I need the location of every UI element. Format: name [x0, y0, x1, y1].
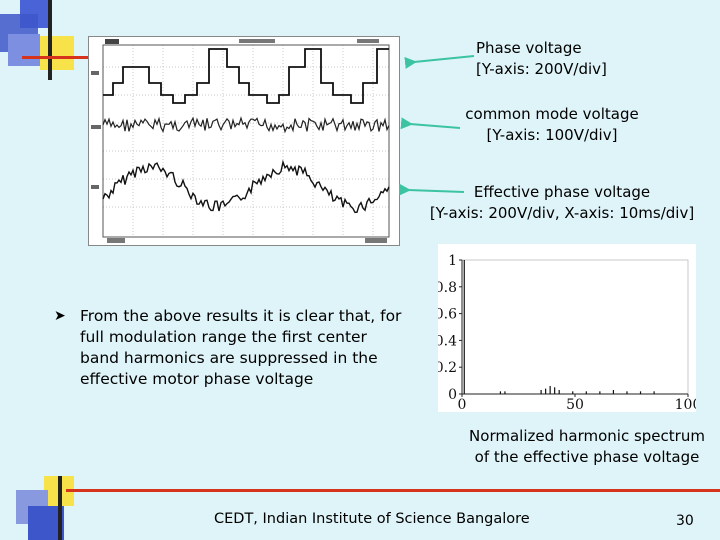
y-tick-label: 0.2 [438, 360, 457, 376]
page-number: 30 [676, 513, 694, 529]
spectrum-caption: Normalized harmonic spectrum of the effe… [469, 427, 705, 466]
y-tick-label: 0.8 [438, 280, 457, 296]
arrow-bullet-icon: ➤ [54, 308, 66, 324]
phase-voltage-label: Phase voltage [Y-axis: 200V/div] [476, 39, 607, 78]
x-tick-label: 100 [675, 397, 696, 412]
x-tick-label: 50 [566, 397, 584, 412]
common-mode-label: common mode voltage [Y-axis: 100V/div] [465, 105, 639, 144]
oscilloscope-waveforms [88, 36, 400, 246]
bullet-text: From the above results it is clear that,… [80, 307, 402, 388]
effective-phase-label: Effective phase voltage [Y-axis: 200V/di… [429, 183, 695, 222]
y-tick-label: 1 [448, 253, 457, 269]
footer-institution: CEDT, Indian Institute of Science Bangal… [214, 511, 530, 527]
footer-divider [66, 489, 720, 492]
y-tick-label: 0.4 [438, 333, 457, 349]
harmonic-spectrum-chart: 1 0.8 0.6 0.4 0.2 00 50 100 [435, 244, 701, 413]
x-tick-label: 0 [458, 397, 467, 412]
y-tick-label: 0 [448, 387, 457, 403]
annotation-arrows [398, 55, 475, 196]
y-tick-label: 0.6 [438, 307, 457, 323]
plot-frame [461, 259, 689, 395]
